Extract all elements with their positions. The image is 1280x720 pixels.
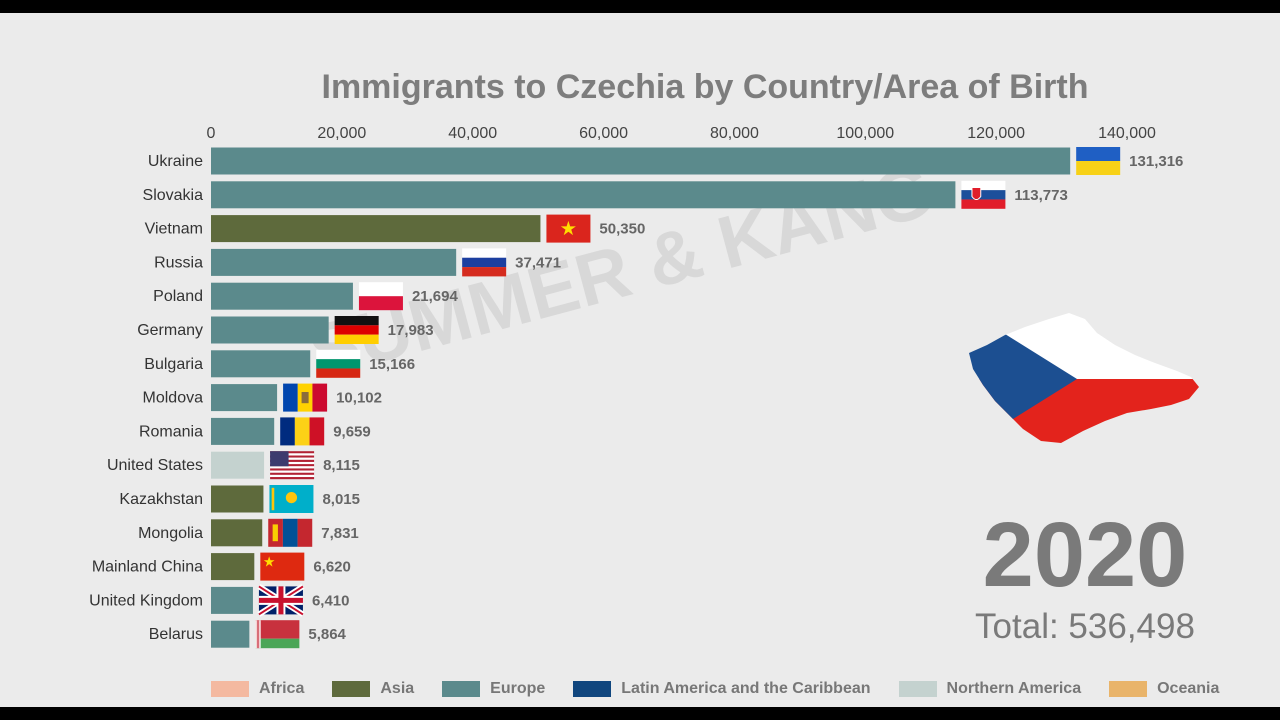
legend-swatch [1109,681,1148,697]
legend-item: Northern America [898,680,1082,698]
legend-label: Northern America [946,680,1082,697]
x-tick-label: 80,000 [710,125,759,142]
svg-text:★: ★ [560,218,578,240]
china-flag-icon: ★ [260,552,305,581]
germany-flag-icon [334,316,379,344]
czechia-flag-map-icon [969,313,1199,443]
value-label: 10,102 [336,390,382,407]
bar [211,519,263,547]
value-label: 7,831 [321,525,359,542]
category-label: Vietnam [145,221,203,238]
year-label: 2020 [982,504,1188,606]
legend-label: Asia [380,680,415,697]
bar [211,620,250,648]
category-label: Mainland China [92,559,203,576]
svg-text:★: ★ [263,554,276,570]
x-tick-label: 40,000 [448,125,497,142]
value-label: 5,864 [308,626,346,643]
x-tick-label: 20,000 [317,125,366,142]
romania-flag-icon [280,417,325,446]
bar [211,181,956,209]
poland-flag-icon [358,282,403,311]
value-label: 8,015 [322,491,360,508]
category-label: Belarus [149,626,203,643]
category-label: Bulgaria [144,356,203,373]
value-label: 37,471 [515,254,561,271]
bulgaria-flag-icon [316,349,361,378]
value-label: 6,620 [313,559,351,576]
legend-swatch [898,681,937,697]
x-tick-label: 100,000 [836,125,894,142]
uk-flag-icon [257,584,305,617]
category-label: Poland [153,288,203,305]
slovakia-flag-icon [961,180,1006,209]
bar [211,485,264,513]
value-label: 8,115 [323,457,360,474]
category-label: Ukraine [148,153,203,170]
legend-swatch [442,681,481,697]
value-label: 6,410 [312,592,350,609]
mongolia-flag-icon [268,518,313,547]
category-label: Germany [137,322,203,339]
bar [211,215,541,243]
x-tick-label: 60,000 [579,125,628,142]
legend: Africa Asia Europe Latin America and the Ca… [211,680,1219,698]
legend-label: Africa [259,680,305,697]
bar-chart: 0 20,000 40,000 60,000 80,000 100,000 120,000 1… [89,125,1183,649]
value-label: 21,694 [412,288,459,305]
category-label: United Kingdom [89,592,203,609]
legend-item: Latin America and the Caribbean [573,680,871,698]
legend-item: Europe [442,680,545,698]
legend-swatch [211,681,249,697]
russia-flag-icon [462,248,507,277]
category-label: Russia [154,254,203,271]
kazakhstan-flag-icon [269,485,314,513]
legend-swatch [332,681,371,697]
bar [211,316,329,344]
bar [211,384,278,412]
legend-swatch [573,681,612,697]
x-tick-label: 120,000 [967,125,1025,142]
usa-flag-icon [270,451,315,480]
x-tick-label: 140,000 [1098,125,1156,142]
value-label: 50,350 [599,221,645,238]
bar [211,282,353,310]
bar [211,451,265,479]
legend-label: Latin America and the Caribbean [621,680,871,697]
category-label: Slovakia [143,187,204,204]
value-label: 17,983 [388,322,434,339]
bar [211,147,1071,175]
value-label: 15,166 [369,356,415,373]
value-label: 131,316 [1129,153,1183,170]
category-label: United States [107,457,203,474]
belarus-flag-icon [255,620,300,649]
legend-item: Africa [211,680,304,698]
category-label: Moldova [143,390,204,407]
legend-item: Oceania [1109,680,1219,698]
legend-item: Asia [332,680,414,698]
legend-label: Europe [490,680,546,697]
value-label: 113,773 [1014,187,1067,204]
category-label: Kazakhstan [119,491,203,508]
value-label: 9,659 [333,423,371,440]
x-tick-label: 0 [207,125,216,142]
moldova-flag-icon [283,383,328,412]
bar [211,586,253,614]
chart-title: Immigrants to Czechia by Country/Area of… [321,68,1089,106]
bar [211,350,311,378]
bar [211,417,275,445]
vietnam-flag-icon: ★ [546,214,591,243]
bar [211,248,457,276]
bar [211,553,255,581]
legend-label: Oceania [1157,680,1220,697]
total-label: Total: 536,498 [975,607,1195,646]
ukraine-flag-icon [1076,147,1121,175]
chart-frame: Immigrants to Czechia by Country/Area of… [0,13,1280,707]
category-label: Romania [139,423,203,440]
category-label: Mongolia [138,525,203,542]
